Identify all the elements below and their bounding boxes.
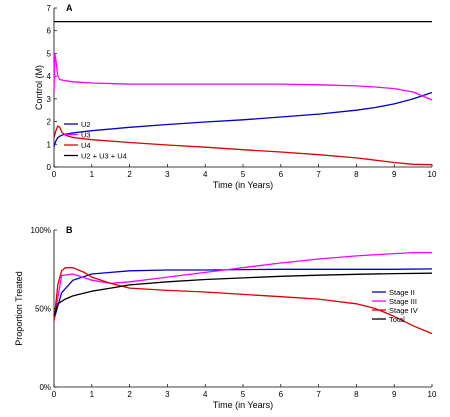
y-tick-label: 3 <box>47 95 52 104</box>
y-tick-label: 4 <box>47 72 52 81</box>
panel-label: A <box>66 3 73 13</box>
x-tick-label: 6 <box>279 390 284 399</box>
x-tick-label: 7 <box>316 170 321 179</box>
legend-label: Stage IV <box>389 306 418 315</box>
series-line-stage-ii <box>53 268 433 320</box>
y-tick-label: 7 <box>47 4 52 13</box>
x-tick-label: 8 <box>354 170 359 179</box>
y-tick-label: 100% <box>31 226 51 235</box>
legend-label: U2 <box>81 120 91 129</box>
series-line-u3 <box>53 52 433 101</box>
legend-label: Stage II <box>389 288 415 297</box>
x-tick-label: 4 <box>203 390 208 399</box>
x-tick-label: 6 <box>279 170 284 179</box>
series-line-stage-iii <box>53 251 432 320</box>
x-axis-label: Time (in Years) <box>213 400 273 410</box>
legend-label: U2 + U3 + U4 <box>81 151 127 160</box>
y-tick-label: 0% <box>39 383 51 392</box>
x-tick-label: 2 <box>127 170 132 179</box>
y-tick-label: 6 <box>47 27 52 36</box>
chart-panel-b: 0 1 2 3 4 5 6 7 8 9 100%50%100%Time (in Years)Prop… <box>14 225 437 410</box>
y-tick-label: 50% <box>35 305 51 314</box>
y-axis-label: Proportion Treated <box>14 271 24 346</box>
legend-label: Total <box>389 315 405 324</box>
y-axis-label: Control (M) <box>34 65 44 110</box>
legend-label: U3 <box>81 130 91 139</box>
y-tick-label: 1 <box>47 140 52 149</box>
x-tick-label: 10 <box>428 170 437 179</box>
x-tick-label: 10 <box>428 390 437 399</box>
x-tick-label: 2 <box>127 390 132 399</box>
x-tick-label: 5 <box>241 170 246 179</box>
x-tick-label: 9 <box>392 390 397 399</box>
x-tick-label: 5 <box>241 390 246 399</box>
x-tick-label: 3 <box>165 390 170 399</box>
x-axis-label: Time (in Years) <box>213 180 273 190</box>
series-line-stage-iv <box>53 267 433 335</box>
x-tick-label: 9 <box>392 170 397 179</box>
y-tick-label: 0 <box>47 163 52 172</box>
series-line-total <box>53 272 433 317</box>
chart-panel-a: 0 1 2 3 4 5 6 7 8 9 10 0 1 2 3 4 5 6 7 Time (in Years) Contr… <box>34 3 437 190</box>
x-tick-label: 1 <box>90 390 95 399</box>
panel-label: B <box>66 225 73 235</box>
x-tick-label: 3 <box>165 170 170 179</box>
y-tick-label: 2 <box>47 118 52 127</box>
x-tick-label: 1 <box>90 170 95 179</box>
legend-label: Stage III <box>389 297 417 306</box>
x-tick-label: 8 <box>354 390 359 399</box>
series-line-u4 <box>53 125 433 166</box>
y-tick-label: 5 <box>47 49 52 58</box>
legend-label: U4 <box>81 141 91 150</box>
x-tick-label: 7 <box>316 390 321 399</box>
x-tick-label: 0 <box>52 390 57 399</box>
x-tick-label: 4 <box>203 170 208 179</box>
series-line-u2 <box>53 91 433 147</box>
x-tick-label: 0 <box>52 170 57 179</box>
